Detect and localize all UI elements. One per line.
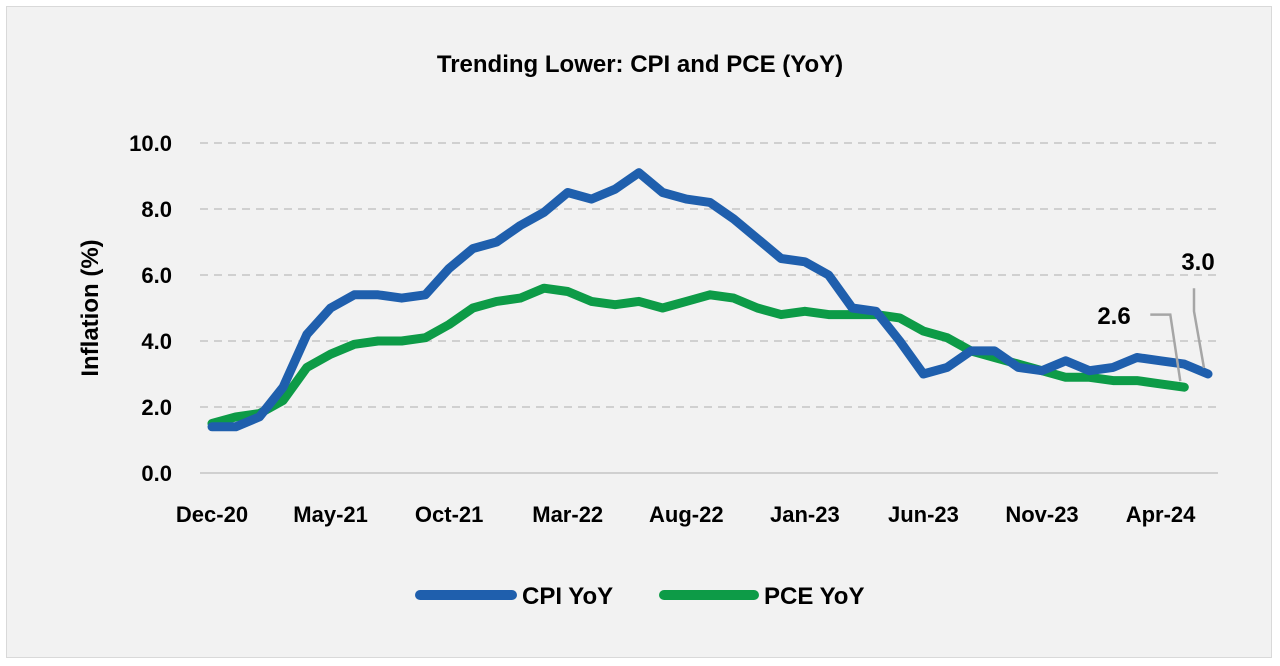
x-tick-label: Aug-22 (649, 502, 724, 527)
x-tick-label: Mar-22 (532, 502, 603, 527)
x-tick-label: Jun-23 (888, 502, 959, 527)
cpi-leader-line (1192, 288, 1206, 369)
cpi-last-value-label: 3.0 (1181, 249, 1214, 276)
y-tick-label: 8.0 (141, 197, 172, 222)
x-tick-label: Jan-23 (770, 502, 840, 527)
y-tick-label: 2.0 (141, 395, 172, 420)
gridlines (200, 142, 1218, 474)
x-tick-labels: Dec-20 May-21 Oct-21 Mar-22 Aug-22 Jan-23 Jun-… (176, 502, 1196, 527)
y-tick-label: 4.0 (141, 329, 172, 354)
y-tick-label: 6.0 (141, 263, 172, 288)
legend: CPI YoY PCE YoY (415, 583, 864, 610)
cpi-series-line (207, 168, 1213, 432)
series-lines (207, 168, 1213, 432)
y-tick-labels: 0.0 2.0 4.0 6.0 8.0 10.0 (129, 131, 172, 486)
pce-series-line (207, 283, 1189, 428)
annotations: 3.0 2.6 (1097, 249, 1215, 382)
legend-pce-label: PCE YoY (764, 583, 864, 610)
y-axis-label: Inflation (%) (77, 239, 104, 376)
x-tick-label: Oct-21 (415, 502, 483, 527)
pce-last-value-label: 2.6 (1097, 303, 1130, 330)
y-tick-label: 0.0 (141, 461, 172, 486)
y-tick-label: 10.0 (129, 131, 172, 156)
pce-leader-line (1150, 313, 1182, 382)
x-tick-label: Nov-23 (1005, 502, 1078, 527)
chart-background (6, 6, 1272, 658)
x-tick-label: Apr-24 (1126, 502, 1196, 527)
legend-cpi-label: CPI YoY (522, 583, 613, 610)
chart-title: Trending Lower: CPI and PCE (YoY) (437, 51, 843, 78)
x-tick-label: May-21 (293, 502, 368, 527)
x-tick-label: Dec-20 (176, 502, 248, 527)
